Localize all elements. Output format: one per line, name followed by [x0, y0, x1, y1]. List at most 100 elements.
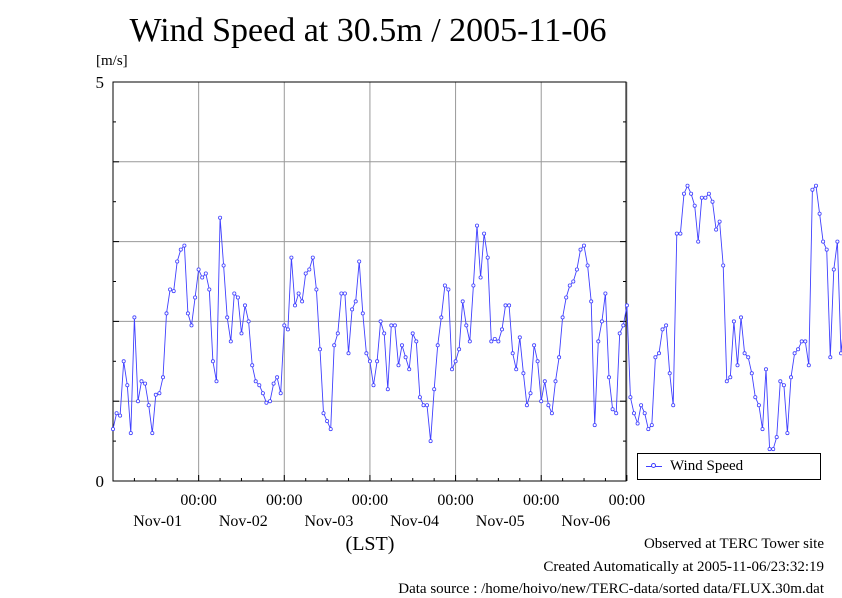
- data-point: [817, 211, 822, 216]
- data-point: [717, 219, 722, 224]
- x-tick-date: Nov-03: [304, 513, 353, 530]
- data-point: [628, 395, 633, 400]
- data-point: [389, 323, 394, 328]
- data-point: [435, 343, 440, 348]
- data-point: [207, 287, 212, 292]
- x-tick-time: 00:00: [180, 492, 216, 509]
- data-point: [821, 239, 826, 244]
- data-point: [660, 327, 665, 332]
- data-point: [560, 315, 565, 320]
- data-point: [528, 391, 533, 396]
- data-point: [189, 323, 194, 328]
- data-point: [703, 195, 708, 200]
- data-point: [621, 323, 626, 328]
- data-point: [624, 303, 629, 308]
- data-point: [514, 367, 519, 372]
- data-point: [314, 287, 319, 292]
- data-point: [482, 231, 487, 236]
- data-point: [325, 419, 330, 424]
- data-point: [253, 379, 258, 384]
- data-point: [657, 351, 662, 356]
- data-point: [360, 311, 365, 316]
- data-point: [300, 299, 305, 304]
- data-point: [767, 447, 772, 452]
- data-point: [653, 355, 658, 360]
- data-point: [796, 347, 801, 352]
- data-point: [574, 267, 579, 272]
- data-point: [121, 359, 126, 364]
- data-point: [664, 323, 669, 328]
- x-tick-time: 00:00: [609, 492, 645, 509]
- data-point: [264, 400, 269, 405]
- data-point: [764, 367, 769, 372]
- x-tick-date: Nov-04: [390, 513, 439, 530]
- data-point: [810, 187, 815, 192]
- data-point: [610, 407, 615, 412]
- data-point: [239, 331, 244, 336]
- data-point: [803, 339, 808, 344]
- data-point: [421, 403, 426, 408]
- data-point: [218, 215, 223, 220]
- footer-created: Created Automatically at 2005-11-06/23:3…: [543, 559, 824, 575]
- data-point: [257, 383, 262, 388]
- data-point: [799, 339, 804, 344]
- data-point: [824, 247, 829, 252]
- data-point: [724, 379, 729, 384]
- data-point: [699, 195, 704, 200]
- data-point: [139, 379, 144, 384]
- legend-label: Wind Speed: [670, 458, 744, 474]
- data-point: [564, 295, 569, 300]
- data-point: [317, 347, 322, 352]
- data-point: [589, 299, 594, 304]
- data-point: [835, 239, 840, 244]
- data-point: [250, 363, 255, 368]
- data-point: [453, 359, 458, 364]
- data-point: [539, 399, 544, 404]
- data-point: [542, 379, 547, 384]
- data-point: [667, 371, 672, 376]
- data-point: [578, 247, 583, 252]
- data-point: [603, 291, 608, 296]
- data-point: [439, 315, 444, 320]
- data-point: [328, 427, 333, 432]
- data-point: [478, 275, 483, 280]
- data-point: [200, 275, 205, 280]
- data-point: [378, 319, 383, 324]
- data-point: [446, 287, 451, 292]
- data-point: [774, 435, 779, 440]
- data-point: [735, 363, 740, 368]
- legend-marker-icon: [651, 463, 656, 468]
- data-point: [756, 403, 761, 408]
- data-point: [521, 371, 526, 376]
- y-tick-label: 0: [96, 472, 105, 491]
- data-point: [685, 183, 690, 188]
- data-point: [728, 375, 733, 380]
- legend: Wind Speed: [637, 453, 821, 480]
- data-point: [307, 267, 312, 272]
- tick-layer: [113, 81, 628, 482]
- data-point: [410, 331, 415, 336]
- x-tick-date: Nov-01: [133, 513, 182, 530]
- data-point: [571, 279, 576, 284]
- data-point: [839, 351, 842, 356]
- data-point: [232, 291, 237, 296]
- data-point: [364, 351, 369, 356]
- data-point: [125, 383, 130, 388]
- data-point: [678, 231, 683, 236]
- data-point: [285, 327, 290, 332]
- data-point: [524, 403, 529, 408]
- y-tick-label: 5: [96, 73, 105, 92]
- data-point: [739, 315, 744, 320]
- data-point: [792, 351, 797, 356]
- x-tick-date: Nov-06: [561, 513, 610, 530]
- data-point: [696, 239, 701, 244]
- data-point: [375, 359, 380, 364]
- data-point: [214, 379, 219, 384]
- data-point: [414, 339, 419, 344]
- data-point: [457, 347, 462, 352]
- data-point: [535, 359, 540, 364]
- data-point: [682, 191, 687, 196]
- data-point: [471, 283, 476, 288]
- data-point: [485, 255, 490, 260]
- data-point: [417, 395, 422, 400]
